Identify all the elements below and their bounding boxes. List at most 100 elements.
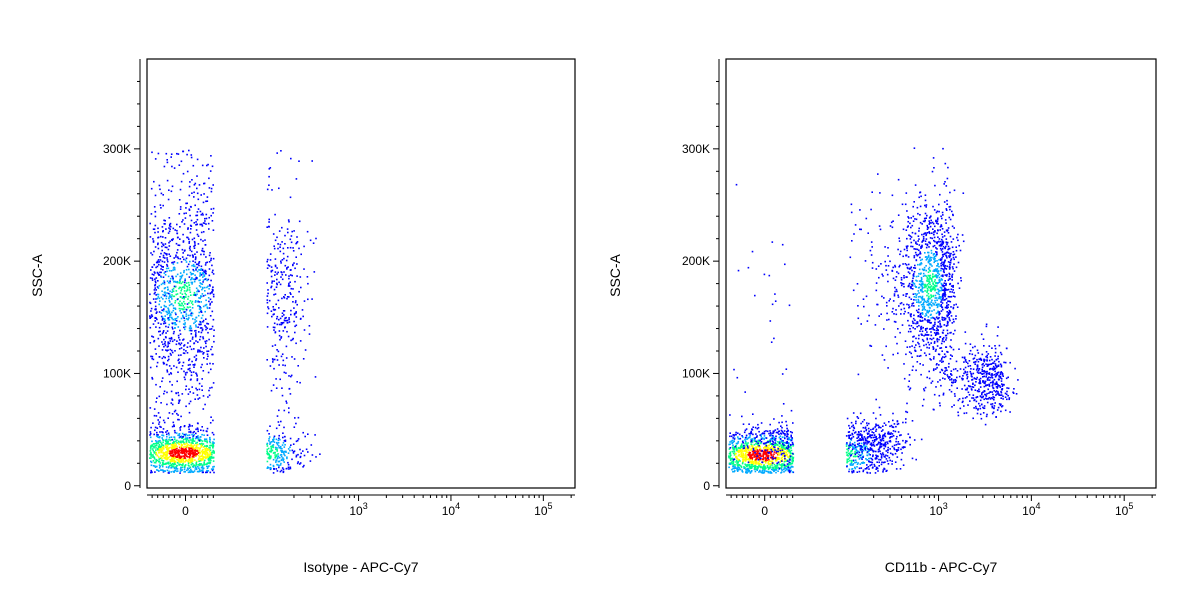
event-point	[155, 384, 157, 386]
event-point	[168, 443, 170, 445]
event-point	[162, 205, 164, 207]
event-point	[158, 412, 160, 414]
event-point	[162, 194, 164, 196]
event-point	[278, 442, 280, 444]
event-point	[194, 319, 196, 321]
event-point	[181, 342, 183, 344]
event-point	[949, 217, 951, 219]
event-point	[768, 472, 770, 474]
event-point	[927, 278, 929, 280]
event-point	[206, 340, 208, 342]
event-point	[272, 345, 274, 347]
event-point	[173, 333, 175, 335]
event-point	[195, 340, 197, 342]
event-point	[198, 467, 200, 469]
event-point	[159, 285, 161, 287]
event-point	[886, 319, 888, 321]
event-point	[281, 324, 283, 326]
event-point	[268, 308, 270, 310]
event-point	[272, 280, 274, 282]
event-point	[736, 443, 738, 445]
event-point	[273, 329, 275, 331]
event-point	[953, 349, 955, 351]
event-point	[768, 455, 770, 457]
event-point	[855, 459, 857, 461]
event-point	[851, 422, 853, 424]
event-point	[769, 430, 771, 432]
event-point	[765, 460, 767, 462]
event-point	[864, 436, 866, 438]
event-point	[761, 450, 763, 452]
event-point	[197, 351, 199, 353]
event-point	[296, 316, 298, 318]
event-point	[184, 379, 186, 381]
event-point	[204, 451, 206, 453]
event-point	[898, 273, 900, 275]
event-point	[859, 229, 861, 231]
event-point	[867, 437, 869, 439]
event-point	[161, 193, 163, 195]
event-point	[180, 208, 182, 210]
event-point	[171, 153, 173, 155]
event-point	[170, 278, 172, 280]
event-point	[184, 469, 186, 471]
event-point	[181, 221, 183, 223]
event-point	[193, 264, 195, 266]
event-point	[205, 343, 207, 345]
event-point	[887, 443, 889, 445]
event-point	[898, 296, 900, 298]
event-point	[912, 327, 914, 329]
event-point	[212, 166, 214, 168]
event-point	[166, 153, 168, 155]
event-point	[200, 301, 202, 303]
event-point	[195, 259, 197, 261]
event-point	[162, 466, 164, 468]
event-point	[197, 267, 199, 269]
event-point	[179, 339, 181, 341]
event-point	[163, 220, 165, 222]
event-point	[178, 402, 180, 404]
event-point	[733, 471, 735, 473]
event-point	[287, 228, 289, 230]
event-point	[949, 192, 951, 194]
event-point	[847, 418, 849, 420]
event-point	[908, 325, 910, 327]
event-point	[164, 252, 166, 254]
event-point	[303, 358, 305, 360]
event-point	[865, 439, 867, 441]
event-point	[171, 166, 173, 168]
event-point	[913, 248, 915, 250]
event-point	[193, 371, 195, 373]
event-point	[190, 340, 192, 342]
event-point	[908, 386, 910, 388]
event-point	[868, 431, 870, 433]
event-point	[851, 450, 853, 452]
event-point	[276, 450, 278, 452]
event-point	[159, 274, 161, 276]
event-point	[173, 291, 175, 293]
event-point	[170, 459, 172, 461]
event-point	[902, 422, 904, 424]
event-point	[914, 328, 916, 330]
event-point	[208, 372, 210, 374]
event-point	[155, 353, 157, 355]
event-point	[281, 387, 283, 389]
event-point	[768, 449, 770, 451]
event-point	[180, 416, 182, 418]
event-point	[180, 189, 182, 191]
event-point	[780, 450, 782, 452]
event-point	[911, 242, 913, 244]
event-point	[175, 294, 177, 296]
event-point	[862, 449, 864, 451]
event-point	[208, 279, 210, 281]
event-point	[172, 279, 174, 281]
event-point	[155, 440, 157, 442]
event-point	[164, 257, 166, 259]
event-point	[188, 317, 190, 319]
event-point	[874, 439, 876, 441]
event-point	[275, 461, 277, 463]
event-point	[206, 165, 208, 167]
event-point	[783, 445, 785, 447]
event-point	[166, 434, 168, 436]
event-point	[774, 293, 776, 295]
